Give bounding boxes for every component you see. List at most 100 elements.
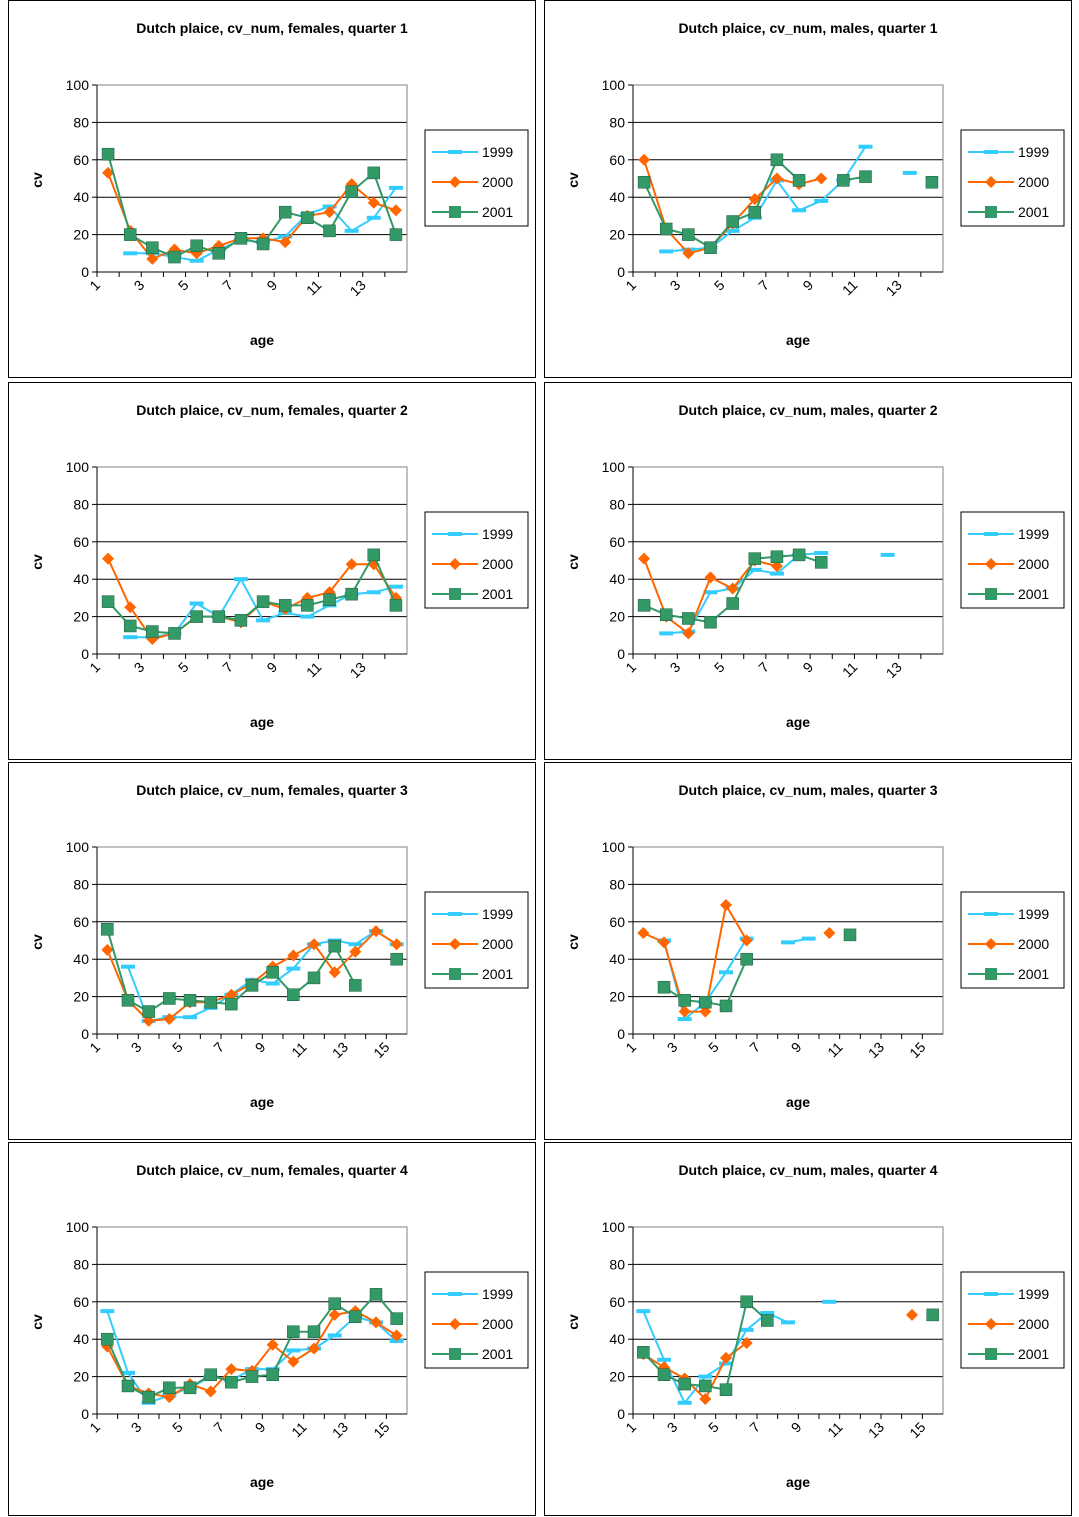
- marker: [637, 599, 651, 612]
- y-tick-label: 80: [609, 876, 625, 892]
- marker: [101, 943, 114, 956]
- marker: [189, 258, 204, 263]
- marker: [792, 174, 806, 187]
- y-tick-label: 20: [73, 1369, 89, 1385]
- y-tick-label: 60: [609, 1294, 625, 1310]
- marker: [770, 153, 784, 167]
- y-tick-label: 100: [66, 459, 90, 475]
- legend-label: 1999: [1018, 1286, 1049, 1302]
- legend-box: [960, 1271, 1065, 1369]
- marker: [678, 994, 691, 1007]
- legend-marker: [985, 1318, 997, 1330]
- marker: [739, 1327, 754, 1332]
- legend-box: [960, 129, 1065, 227]
- y-tick-label: 20: [609, 1369, 625, 1385]
- legend-marker: [985, 588, 997, 600]
- marker: [769, 571, 784, 576]
- y-axis-label: cv: [29, 172, 45, 188]
- marker: [770, 560, 783, 573]
- marker: [142, 1005, 155, 1018]
- marker: [699, 1005, 712, 1018]
- legend-marker: [448, 912, 462, 916]
- legend-label: 2001: [482, 586, 513, 602]
- marker: [389, 204, 402, 217]
- marker: [146, 241, 159, 254]
- marker: [720, 898, 732, 911]
- marker: [703, 590, 718, 595]
- marker: [704, 571, 717, 584]
- marker: [389, 228, 403, 241]
- marker: [349, 945, 362, 958]
- marker: [678, 1377, 691, 1391]
- legend-label: 2001: [482, 1346, 513, 1362]
- y-tick-label: 20: [609, 227, 625, 243]
- marker: [760, 1311, 775, 1316]
- marker: [636, 1309, 651, 1314]
- marker: [367, 558, 380, 571]
- marker: [278, 205, 292, 219]
- marker: [101, 1340, 114, 1353]
- marker: [699, 1379, 712, 1393]
- marker: [278, 599, 292, 612]
- marker: [124, 601, 137, 614]
- legend-label: 2000: [482, 556, 513, 572]
- marker: [348, 942, 363, 947]
- marker: [212, 247, 226, 260]
- marker: [301, 211, 314, 225]
- y-tick-label: 100: [602, 77, 626, 93]
- chart-title: Dutch plaice, cv_num, males, quarter 4: [678, 1162, 937, 1178]
- marker: [327, 1333, 342, 1338]
- marker: [163, 1013, 176, 1026]
- marker: [234, 232, 248, 245]
- legend-marker: [984, 150, 998, 154]
- legend-marker: [449, 558, 461, 570]
- marker: [792, 548, 806, 562]
- legend-label: 1999: [1018, 144, 1049, 160]
- marker: [748, 193, 761, 206]
- marker: [328, 1297, 341, 1310]
- marker: [345, 558, 358, 571]
- legend-box: [424, 511, 529, 609]
- marker: [146, 252, 159, 265]
- y-tick-label: 60: [73, 914, 89, 930]
- marker: [814, 556, 828, 569]
- x-axis-label: age: [786, 1094, 810, 1110]
- y-tick-label: 20: [609, 989, 625, 1005]
- marker: [637, 927, 650, 940]
- marker: [822, 1299, 837, 1304]
- chart-title: Dutch plaice, cv_num, males, quarter 3: [678, 782, 937, 798]
- marker: [814, 198, 829, 203]
- marker: [815, 172, 828, 185]
- y-tick-label: 40: [609, 189, 625, 205]
- y-tick-label: 20: [73, 609, 89, 625]
- marker: [101, 1332, 114, 1346]
- marker: [637, 175, 651, 189]
- marker: [638, 153, 651, 166]
- marker: [323, 224, 336, 238]
- marker: [720, 1351, 732, 1364]
- marker: [245, 1370, 259, 1383]
- marker: [279, 236, 292, 249]
- marker: [265, 981, 280, 986]
- y-tick-label: 60: [73, 152, 89, 168]
- y-tick-label: 40: [73, 1331, 89, 1347]
- marker: [638, 552, 651, 565]
- marker: [328, 939, 341, 953]
- legend: 1999 2000 2001: [424, 1271, 529, 1369]
- marker: [256, 237, 270, 251]
- marker: [366, 215, 381, 220]
- marker: [163, 1391, 176, 1404]
- legend: 1999 2000 2001: [960, 891, 1065, 989]
- legend-label: 2001: [1018, 204, 1049, 220]
- legend-box: [960, 511, 1065, 609]
- marker: [328, 966, 341, 979]
- marker: [740, 1295, 753, 1309]
- legend-marker: [449, 588, 461, 600]
- y-tick-label: 100: [602, 459, 626, 475]
- marker: [792, 208, 807, 213]
- y-tick-label: 40: [609, 1331, 625, 1347]
- marker: [370, 1316, 382, 1329]
- marker: [725, 228, 740, 233]
- legend-label: 1999: [482, 1286, 513, 1302]
